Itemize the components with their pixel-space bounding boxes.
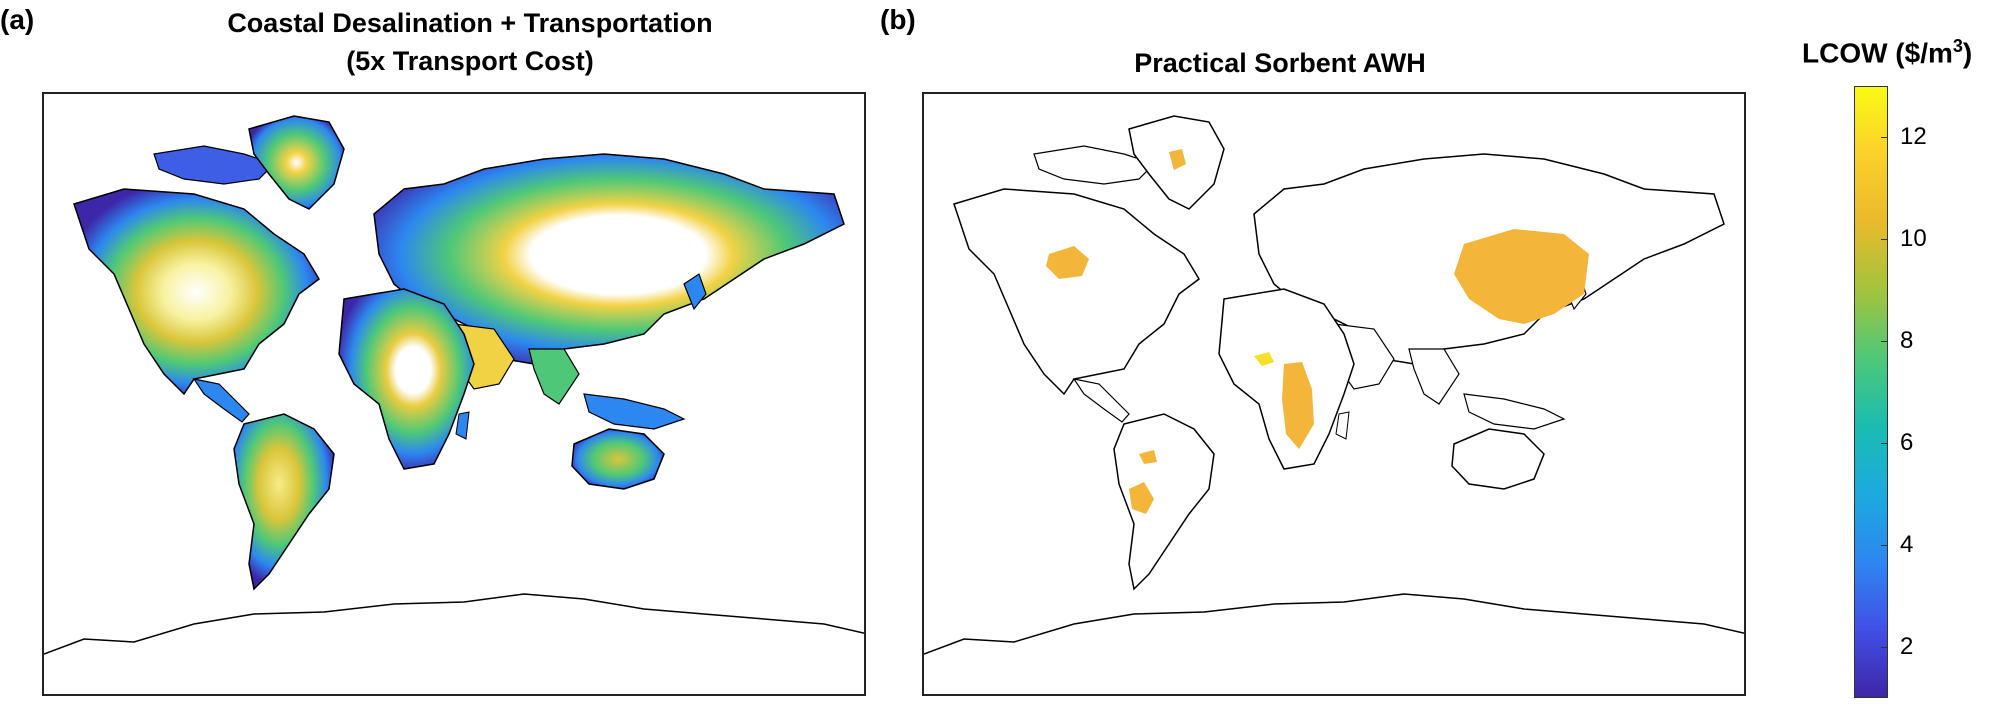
colorbar-label-main: LCOW ($/m	[1802, 37, 1953, 69]
africa-region	[338, 288, 475, 470]
panel-a-map-svg	[44, 115, 864, 655]
colorbar-label-superscript: 3	[1952, 36, 1963, 56]
north-america-region	[73, 188, 320, 396]
awh-region-south-america-north	[1139, 450, 1157, 464]
colorbar-tick-mark	[1881, 647, 1888, 648]
australia-region	[571, 428, 665, 490]
panel-b-title: Practical Sorbent AWH	[1134, 48, 1426, 78]
arctic-islands-outline	[1033, 145, 1156, 185]
colorbar-label-close: )	[1962, 37, 1973, 69]
india-region	[528, 348, 580, 405]
colorbar-tick-mark	[1881, 137, 1888, 138]
north-america-outline	[953, 188, 1200, 396]
colorbar-tick-label: 2	[1900, 633, 1914, 660]
central-america-region	[192, 378, 250, 423]
south-america-region	[233, 413, 335, 591]
panel-a-letter: (a)	[0, 4, 35, 35]
colorbar-tick-mark	[1881, 239, 1888, 240]
india-outline	[1408, 348, 1460, 405]
colorbar-tick-mark	[1881, 545, 1888, 546]
panel-a-title-line2: (5x Transport Cost)	[346, 46, 594, 76]
central-america-outline	[1072, 378, 1130, 423]
colorbar-title: LCOW ($/m3)	[1802, 36, 1972, 69]
awh-region-south-america	[1129, 482, 1154, 514]
colorbar-tick-label: 12	[1900, 123, 1927, 150]
colorbar-tick-label: 10	[1900, 225, 1927, 252]
awh-region-central-africa-highlight	[1254, 352, 1274, 366]
southeast-asia-islands-region	[583, 393, 686, 430]
arctic-islands-region	[153, 145, 276, 185]
panel-a-map	[42, 92, 866, 696]
colorbar-tick-label: 4	[1900, 531, 1914, 558]
awh-region-north-america	[1046, 246, 1089, 279]
panel-b-map	[922, 92, 1746, 696]
awh-region-central-africa	[1282, 362, 1314, 449]
colorbar-tick-mark	[1881, 341, 1888, 342]
madagascar-outline	[1335, 411, 1350, 440]
awh-region-greenland	[1169, 149, 1186, 170]
antarctica-outline	[44, 593, 864, 655]
colorbar-tick-label: 6	[1900, 429, 1914, 456]
colorbar-gradient	[1854, 86, 1888, 698]
southeast-asia-islands-outline	[1463, 393, 1566, 430]
australia-outline	[1451, 428, 1545, 490]
panel-b-letter: (b)	[880, 4, 916, 35]
eurasia-region	[373, 153, 845, 365]
madagascar-region	[455, 411, 470, 440]
antarctica-outline-b	[924, 593, 1744, 655]
japan-region	[683, 273, 707, 311]
panel-a-title: Coastal Desalination + Transportation (5…	[130, 4, 810, 80]
panel-b-map-svg	[924, 115, 1744, 655]
panel-a-title-line1: Coastal Desalination + Transportation	[227, 8, 713, 38]
awh-region-central-asia	[1454, 229, 1589, 324]
greenland-region	[248, 115, 345, 210]
colorbar-tick-mark	[1881, 443, 1888, 444]
south-america-outline	[1113, 413, 1215, 591]
colorbar-tick-label: 8	[1900, 327, 1914, 354]
